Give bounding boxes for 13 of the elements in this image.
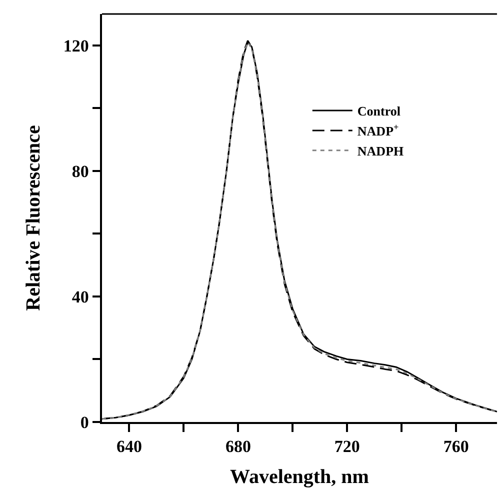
y-tick-label: 40 <box>72 287 89 306</box>
legend-label: NADPH <box>357 143 404 158</box>
x-axis-title: Wavelength, nm <box>230 466 370 488</box>
y-tick-label: 0 <box>80 412 89 432</box>
y-tick-label: 80 <box>72 162 89 181</box>
x-tick-label: 680 <box>225 437 251 456</box>
legend-label: Control <box>357 104 401 119</box>
x-tick-label: 640 <box>116 437 142 456</box>
legend-label: NADP$^{+}$ <box>357 122 399 139</box>
x-tick-label: 720 <box>334 437 360 456</box>
y-axis-title: Relative Fluorescence <box>22 125 44 311</box>
x-tick-label: 760 <box>443 437 469 456</box>
y-tick-label: 120 <box>63 36 89 56</box>
